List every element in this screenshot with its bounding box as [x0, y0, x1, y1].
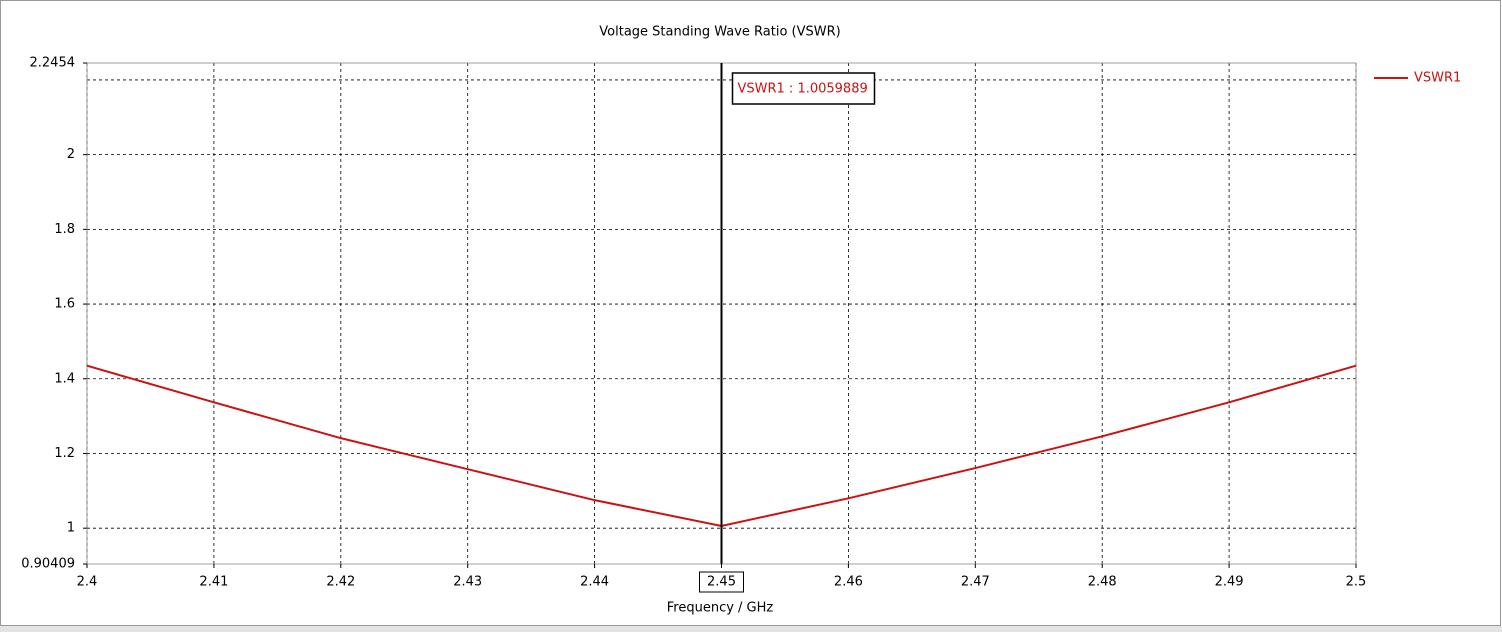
x-axis-label: Frequency / GHz [667, 601, 774, 616]
x-tick-label: 2.4 [77, 575, 98, 590]
y-tick-label: 2.2454 [30, 56, 76, 71]
chart-title: Voltage Standing Wave Ratio (VSWR) [599, 25, 840, 40]
marker-tick-box [699, 571, 744, 593]
marker-label-box [731, 72, 876, 105]
x-tick-label: 2.43 [453, 575, 482, 590]
x-tick-label: 2.44 [580, 575, 609, 590]
y-tick-label: 1.6 [54, 297, 75, 312]
y-tick-label: 1.2 [54, 446, 75, 461]
x-tick-label: 2.49 [1215, 575, 1244, 590]
marker-label: VSWR1 : 1.0059889 [738, 82, 868, 97]
x-tick-label: 2.48 [1088, 575, 1117, 590]
y-tick-label: 2 [67, 147, 75, 162]
legend-label: VSWR1 [1414, 71, 1461, 86]
y-tick-label: 1 [67, 521, 75, 536]
x-tick-label: 2.45 [707, 575, 736, 590]
x-tick-label: 2.46 [834, 575, 863, 590]
y-tick-label: 1.4 [54, 371, 75, 386]
y-tick-label: 0.90409 [21, 557, 75, 572]
x-tick-label: 2.41 [199, 575, 228, 590]
y-tick-label: 1.8 [54, 222, 75, 237]
tab-strip [0, 626, 1502, 632]
x-tick-label: 2.47 [961, 575, 990, 590]
x-tick-label: 2.5 [1346, 575, 1367, 590]
x-tick-label: 2.42 [326, 575, 355, 590]
